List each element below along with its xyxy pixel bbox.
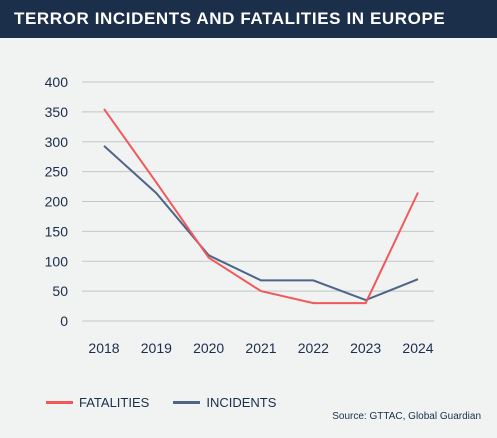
series-lines (103, 108, 419, 305)
series-line-fatalities (103, 108, 419, 305)
y-tick-label: 100 (45, 253, 69, 269)
legend-swatch-incidents (173, 400, 201, 404)
legend: FATALITIES INCIDENTS (46, 394, 300, 410)
x-tick-label: 2021 (245, 340, 276, 356)
y-tick-label: 150 (45, 223, 69, 239)
x-tick-label: 2019 (141, 340, 172, 356)
y-axis-tick-labels: 0 50 100 150 200 250 300 350 400 (45, 74, 69, 329)
series-line-incidents (103, 145, 419, 302)
x-tick-label: 2024 (402, 340, 433, 356)
source-note: Source: GTTAC, Global Guardian (332, 411, 481, 422)
legend-swatch-fatalities (46, 400, 73, 404)
legend-item-incidents: INCIDENTS (173, 395, 276, 410)
chart-header: TERROR INCIDENTS AND FATALITIES IN EUROP… (0, 0, 497, 38)
grid-lines (82, 81, 434, 322)
legend-label-incidents: INCIDENTS (206, 394, 277, 410)
x-tick-label: 2022 (298, 340, 329, 356)
legend-item-fatalities: FATALITIES (46, 395, 149, 410)
y-tick-label: 250 (45, 164, 69, 180)
chart-title: TERROR INCIDENTS AND FATALITIES IN EUROP… (14, 9, 446, 28)
legend-label-fatalities: FATALITIES (79, 394, 150, 410)
line-chart: 0 50 100 150 200 250 300 350 400 2018 2019 2020 202… (45, 74, 434, 356)
y-tick-label: 350 (45, 104, 69, 120)
y-tick-label: 300 (45, 134, 69, 150)
x-tick-label: 2020 (193, 340, 224, 356)
x-axis-tick-labels: 2018 2019 2020 2021 2022 2023 2024 (88, 340, 433, 356)
y-tick-label: 400 (45, 74, 69, 90)
y-tick-label: 50 (52, 283, 68, 299)
x-tick-label: 2023 (350, 340, 381, 356)
y-tick-label: 0 (60, 313, 68, 329)
y-tick-label: 200 (45, 194, 69, 210)
x-tick-label: 2018 (88, 340, 119, 356)
